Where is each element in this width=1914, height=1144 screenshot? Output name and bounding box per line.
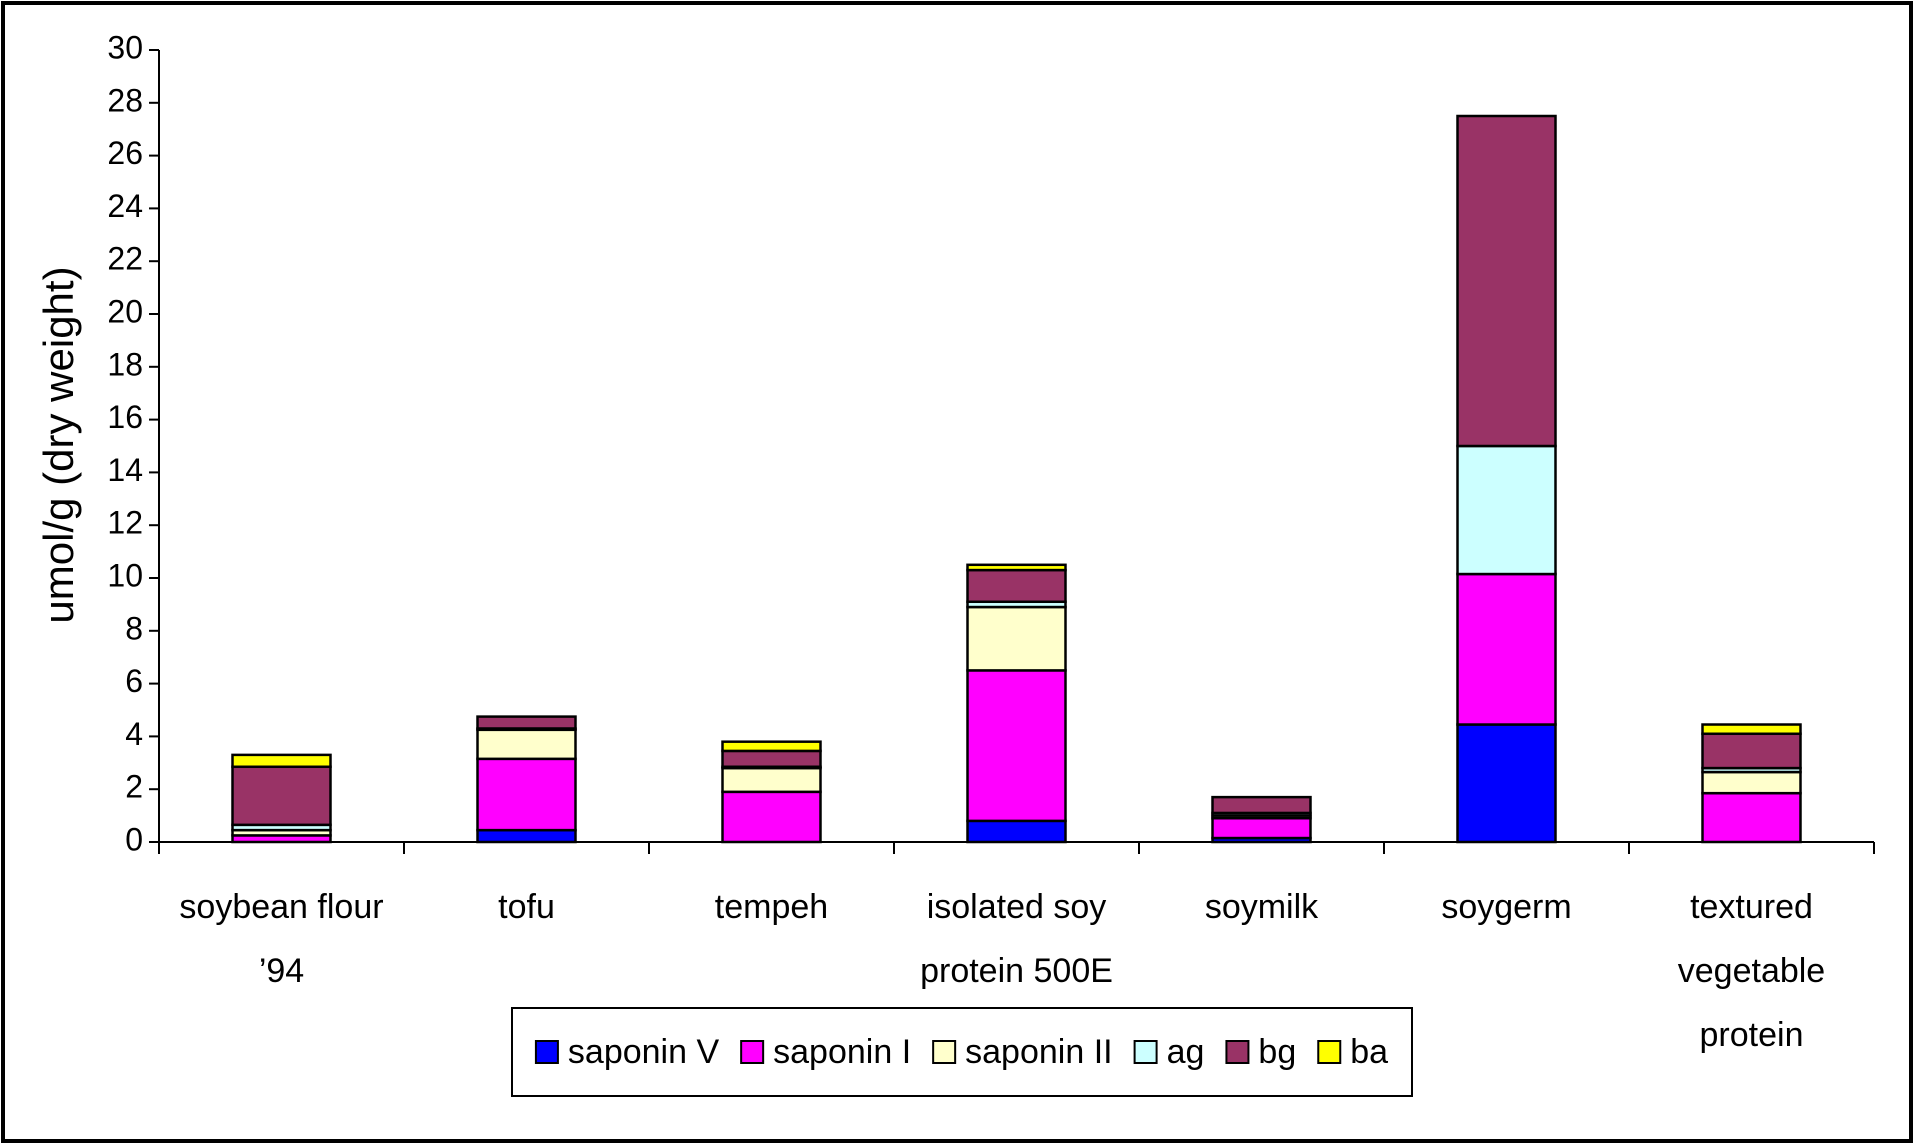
y-tick-label: 22 — [107, 241, 143, 277]
bar-segment — [1701, 770, 1802, 795]
legend-box — [511, 1007, 1413, 1097]
x-tick-label: textured vegetable protein — [1678, 888, 1825, 1054]
bar-segment — [231, 753, 332, 769]
y-tick-label: 26 — [107, 135, 143, 171]
bar-segment — [966, 669, 1067, 823]
bar-segment — [966, 605, 1067, 672]
y-tick-label: 30 — [107, 29, 143, 65]
legend-swatch — [740, 1040, 765, 1064]
legend-label: ba — [1350, 1033, 1388, 1071]
x-tick-label: isolated soy protein 500E — [920, 888, 1113, 990]
y-tick-label: 2 — [125, 769, 143, 805]
bar-segment — [476, 828, 577, 844]
bar-segment — [1456, 114, 1557, 448]
y-tick-label: 14 — [107, 452, 143, 488]
x-tick-label: soygerm — [1441, 888, 1571, 926]
legend-label: saponin I — [773, 1033, 911, 1071]
y-tick-label: 24 — [107, 188, 143, 224]
bar-segment — [231, 765, 332, 827]
bar-segment — [966, 819, 1067, 844]
bar-segment — [966, 563, 1067, 572]
bar-segment — [966, 568, 1067, 604]
legend-swatch — [932, 1040, 957, 1064]
y-tick-label: 0 — [125, 821, 143, 857]
x-tick-label: soymilk — [1205, 888, 1319, 926]
y-axis-label: umol/g (dry weight) — [35, 266, 82, 623]
bar-segment — [1456, 444, 1557, 576]
legend-swatch — [1317, 1040, 1342, 1064]
y-tick-label: 16 — [107, 399, 143, 435]
y-tick-label: 28 — [107, 82, 143, 118]
y-tick-label: 6 — [125, 663, 143, 699]
bar-segment — [721, 766, 822, 794]
bar-segment — [721, 749, 822, 769]
bar-segment — [1701, 732, 1802, 770]
bar-segment — [721, 790, 822, 844]
bar-segment — [1456, 572, 1557, 726]
y-tick-label: 12 — [107, 505, 143, 541]
bar-segment — [476, 757, 577, 832]
legend-label: saponin V — [568, 1033, 720, 1071]
y-tick-label: 20 — [107, 293, 143, 329]
legend-swatch — [534, 1040, 559, 1064]
bar-segment — [1211, 816, 1312, 840]
x-tick-label: tempeh — [715, 888, 828, 926]
legend-label: bg — [1258, 1033, 1296, 1071]
x-tick-label: tofu — [498, 888, 555, 926]
bar-segment — [721, 740, 822, 753]
legend-swatch — [1225, 1040, 1250, 1064]
legend-label: ag — [1167, 1033, 1205, 1071]
x-tick-label: soybean flour ’94 — [179, 888, 383, 990]
legend-swatch — [1133, 1040, 1158, 1064]
bar-segment — [1701, 723, 1802, 736]
y-tick-label: 10 — [107, 557, 143, 593]
y-tick-label: 8 — [125, 610, 143, 646]
legend: saponin V saponin I saponin II ag bg ba — [534, 1033, 1388, 1071]
bar-segment — [476, 715, 577, 730]
y-tick-label: 18 — [107, 346, 143, 382]
y-tick-label: 4 — [125, 716, 143, 752]
bar-segment — [1211, 795, 1312, 815]
bar-segment — [1456, 723, 1557, 844]
bar-segment — [1701, 791, 1802, 844]
legend-label: saponin II — [965, 1033, 1112, 1071]
bar-segment — [476, 728, 577, 761]
